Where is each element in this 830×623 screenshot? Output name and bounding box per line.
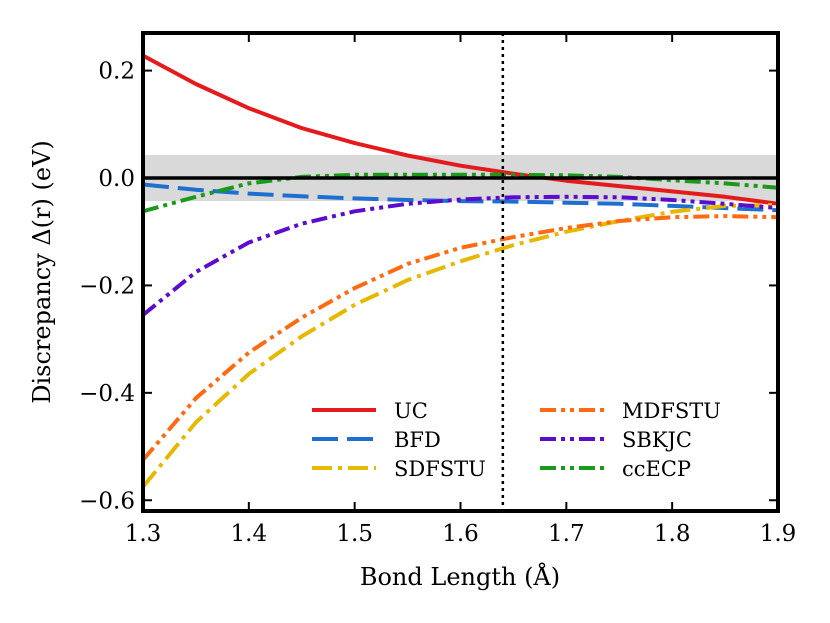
legend-label-mdfstu: MDFSTU: [622, 399, 721, 423]
series-lines: [143, 53, 778, 489]
x-tick-label: 1.3: [125, 521, 162, 547]
y-tick-label: 0.0: [98, 166, 135, 192]
x-tick-label: 1.8: [654, 521, 691, 547]
x-tick-label: 1.7: [548, 521, 585, 547]
series-line-uc: [143, 53, 778, 206]
legend-label-sbkjc: SBKJC: [622, 428, 692, 452]
y-axis-title: Discrepancy Δ(r) (eV): [28, 140, 56, 404]
x-tick-label: 1.6: [442, 521, 479, 547]
legend-label-ccecp: ccECP: [622, 457, 691, 481]
y-tick-label: −0.6: [79, 488, 135, 514]
y-tick-label: −0.2: [79, 273, 135, 299]
series-line-ccecp: [143, 172, 778, 214]
axis-ticks: 1.3 1.4 1.5 1.6 1.7 1.8 1.9 0.2 0.0 −0.2 −0.4 −0.6: [79, 33, 796, 547]
series-line-sdfstu: [143, 202, 778, 489]
x-tick-label: 1.9: [760, 521, 797, 547]
legend: UC BFD SDFSTU MDFSTU SBKJC ccECP: [312, 399, 721, 481]
legend-label-sdfstu: SDFSTU: [394, 457, 486, 481]
y-tick-label: −0.4: [79, 381, 135, 407]
series-line-mdfstu: [143, 214, 778, 462]
legend-label-uc: UC: [394, 399, 428, 423]
reference-lines: [143, 33, 778, 511]
x-tick-label: 1.4: [231, 521, 268, 547]
series-line-sbkjc: [143, 194, 778, 317]
y-tick-label: 0.2: [98, 59, 135, 85]
legend-label-bfd: BFD: [394, 428, 441, 452]
plot-frame: [141, 31, 780, 513]
x-tick-label: 1.5: [336, 521, 373, 547]
x-axis-title: Bond Length (Å): [360, 562, 560, 591]
